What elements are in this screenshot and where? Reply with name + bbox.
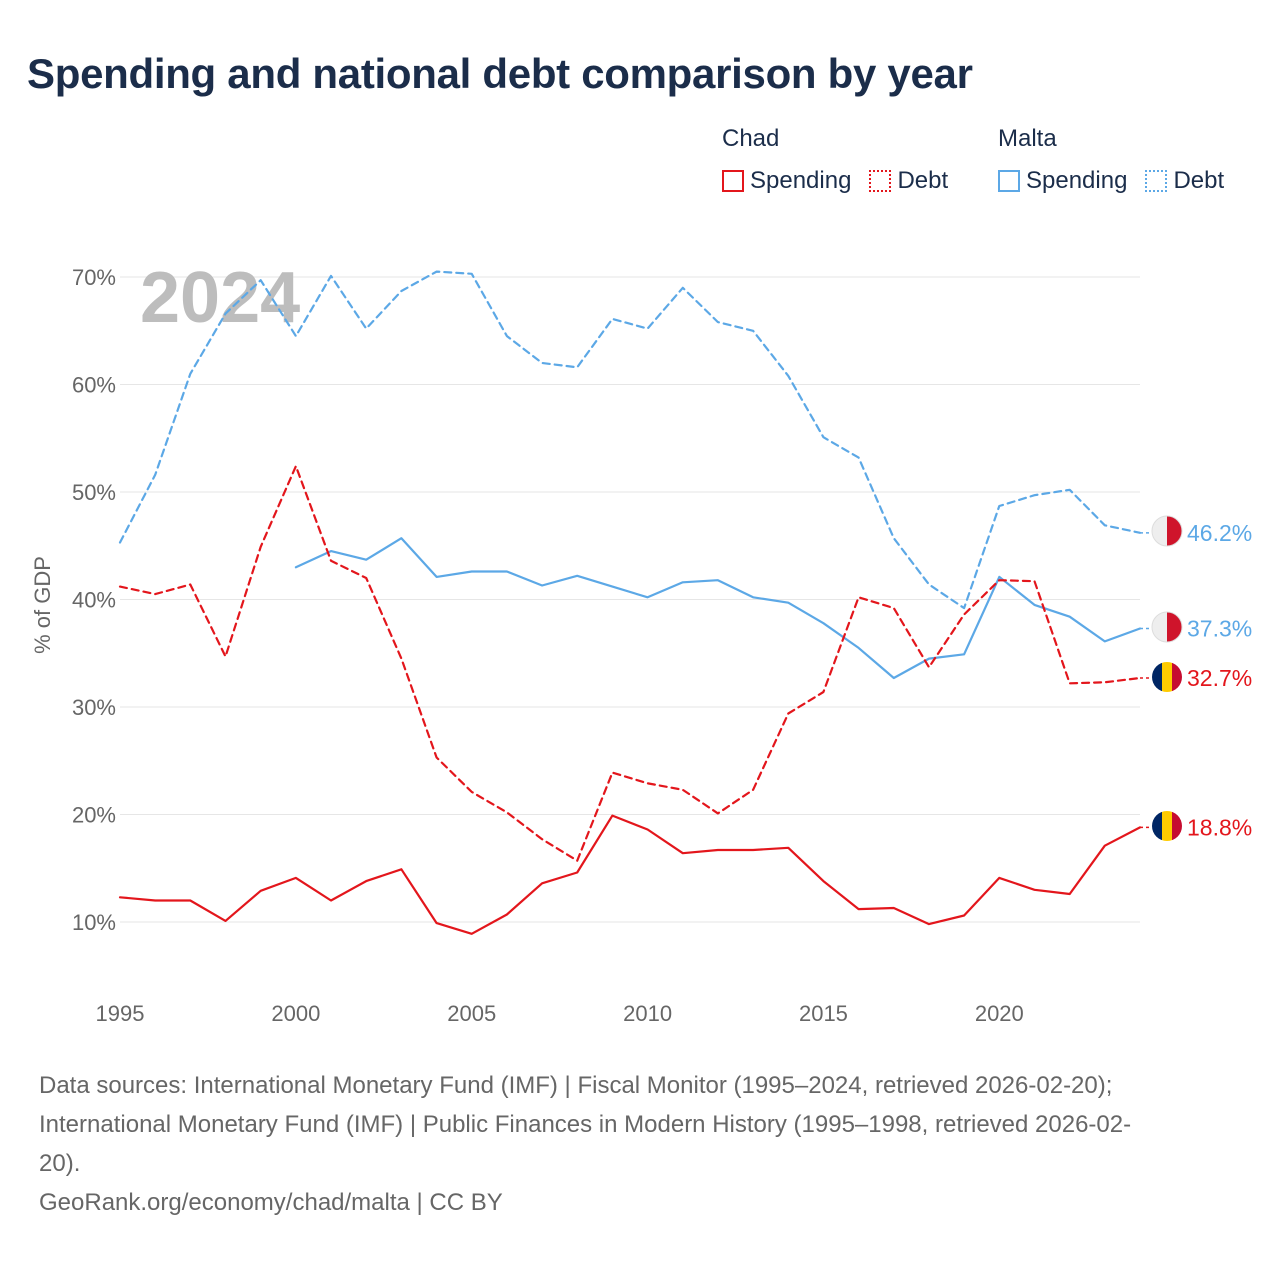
y-tick-label: 20% xyxy=(72,803,116,828)
y-tick-label: 10% xyxy=(72,910,116,935)
legend-item-malta-debt[interactable]: Debt xyxy=(1145,164,1224,198)
legend-swatch-dotted-icon xyxy=(869,170,892,192)
legend-group-malta: Malta Spending Debt xyxy=(998,122,1224,198)
flag-markers xyxy=(1151,515,1183,841)
legend-item-chad-debt[interactable]: Debt xyxy=(869,164,948,198)
x-tick-label: 2015 xyxy=(799,1001,848,1026)
malta-flag-icon xyxy=(1152,612,1182,642)
year-watermark: 2024 xyxy=(140,258,300,338)
y-tick-label: 60% xyxy=(72,373,116,398)
source-line: International Monetary Fund (IMF) | Publ… xyxy=(39,1111,1132,1138)
y-tick-label: 40% xyxy=(72,588,116,613)
x-tick-label: 2000 xyxy=(271,1001,320,1026)
legend-item-label: Spending xyxy=(750,167,852,194)
chad-debt-end-label: 32.7% xyxy=(1187,665,1252,691)
y-tick-label: 30% xyxy=(72,695,116,720)
line-chart: 10% 20% 30% 40% 50% 60% 70% 1995 2000 2005 2010 201… xyxy=(30,258,1252,1026)
flag-border xyxy=(1151,515,1183,547)
legend-group-title: Chad xyxy=(722,125,780,152)
chad-flag-icon xyxy=(1152,662,1182,692)
x-tick-label: 2020 xyxy=(975,1001,1024,1026)
source-credit-link[interactable]: GeoRank.org/economy/chad/malta | CC BY xyxy=(39,1189,503,1216)
legend-item-label: Debt xyxy=(897,167,949,194)
x-tick-label: 2005 xyxy=(447,1001,496,1026)
legend-item-label: Debt xyxy=(1173,167,1225,194)
flag-border xyxy=(1151,611,1183,643)
x-tick-label: 1995 xyxy=(96,1001,145,1026)
x-tick-label: 2010 xyxy=(623,1001,672,1026)
legend-item-label: Spending xyxy=(1026,167,1128,194)
legend-item-chad-spending[interactable]: Spending xyxy=(722,164,851,198)
y-axis-title: % of GDP xyxy=(30,556,55,654)
y-tick-label: 70% xyxy=(72,265,116,290)
data-sources: Data sources: International Monetary Fun… xyxy=(39,1066,1239,1222)
legend-swatch-solid-icon xyxy=(998,170,1020,192)
source-line: Data sources: International Monetary Fun… xyxy=(39,1072,1113,1099)
source-line: 20). xyxy=(39,1150,81,1177)
y-tick-label: 50% xyxy=(72,480,116,505)
legend-group-title: Malta xyxy=(998,125,1057,152)
malta-debt-line[interactable] xyxy=(118,270,1142,610)
chad-spending-line[interactable] xyxy=(118,814,1142,935)
chad-flag-icon xyxy=(1152,811,1182,841)
chart-title: Spending and national debt comparison by… xyxy=(27,50,973,97)
malta-spending-end-label: 37.3% xyxy=(1187,616,1252,642)
legend-item-malta-spending[interactable]: Spending xyxy=(998,164,1127,198)
malta-debt-end-label: 46.2% xyxy=(1187,520,1252,546)
chad-debt-line[interactable] xyxy=(118,465,1142,862)
chad-spending-end-label: 18.8% xyxy=(1187,814,1252,840)
malta-flag-icon xyxy=(1152,516,1182,546)
legend-group-chad: Chad Spending Debt xyxy=(722,122,948,198)
malta-spending-line[interactable] xyxy=(294,537,1142,680)
legend-swatch-solid-icon xyxy=(722,170,744,192)
legend-swatch-dotted-icon xyxy=(1145,170,1168,192)
